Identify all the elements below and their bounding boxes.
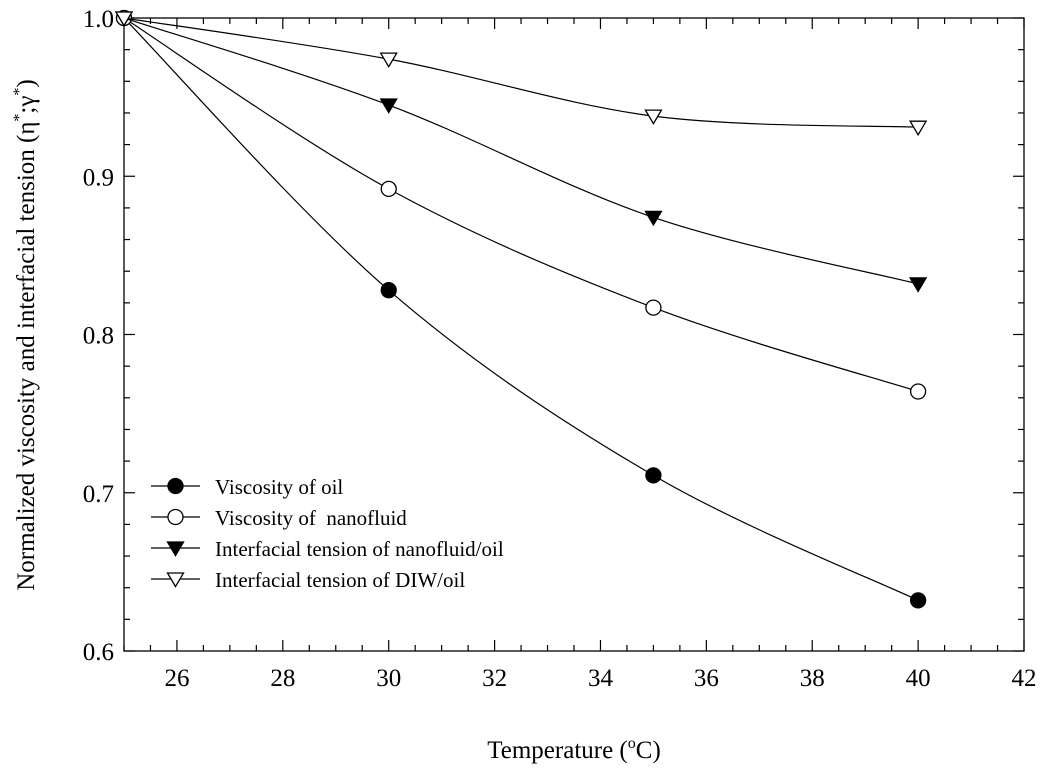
- data-point: [380, 282, 397, 299]
- y-tick-label: 1.0: [83, 6, 114, 33]
- data-point: [909, 592, 927, 609]
- data-point: [908, 277, 928, 293]
- legend-marker: [166, 572, 185, 588]
- legend-marker: [167, 508, 184, 526]
- x-axis-label-superscript: o: [628, 735, 636, 752]
- data-point: [114, 11, 134, 27]
- data-point: [644, 109, 663, 125]
- y-tick-label: 0.8: [83, 323, 114, 350]
- series-line: [123, 17, 919, 128]
- legend-label: Interfacial tension of nanofluid/oil: [215, 537, 504, 561]
- legend: Viscosity of oil Viscosity of nanofluid In…: [151, 475, 504, 592]
- data-point: [644, 210, 663, 227]
- series-line: [123, 17, 919, 285]
- data-point: [909, 383, 927, 400]
- legend-label: Viscosity of oil: [215, 475, 343, 499]
- data-point: [379, 98, 398, 114]
- y-axis-label-star1: *: [11, 114, 28, 122]
- y-axis-label: Normalized viscosity and interfacial ten…: [11, 79, 40, 591]
- y-axis-label-eta: η: [13, 122, 40, 135]
- x-tick-label: 26: [164, 665, 189, 692]
- x-tick-label: 28: [270, 665, 295, 692]
- y-axis-label-sep: ;: [13, 107, 40, 114]
- x-tick-label: 34: [588, 665, 614, 692]
- data-point: [645, 467, 662, 484]
- x-tick-label: 42: [1012, 665, 1037, 692]
- data-point: [908, 120, 928, 137]
- x-axis-label: Temperature (oC): [487, 735, 661, 764]
- y-axis-label-main: Normalized viscosity and interfacial ten…: [13, 135, 40, 591]
- x-tick-label: 32: [482, 665, 507, 692]
- x-axis-label-main: Temperature (: [487, 737, 628, 764]
- legend-label: Interfacial tension of DIW/oil: [215, 568, 465, 592]
- x-tick-label: 36: [694, 665, 719, 692]
- x-tick-label: 38: [800, 665, 825, 692]
- x-tick-label: 30: [376, 665, 401, 692]
- y-axis-label-gamma: γ: [13, 96, 40, 108]
- plot-area: 26 28 30 32 34 36 38 40 42 0.6 0.7 0.8 0.9 1.0: [83, 6, 1037, 692]
- y-axis-label-end: ): [13, 79, 40, 87]
- y-tick-label: 0.7: [83, 481, 114, 508]
- legend-label: Viscosity of nanofluid: [215, 506, 407, 530]
- y-tick-label: 0.6: [83, 639, 114, 666]
- data-point: [380, 180, 397, 198]
- series-line: [123, 17, 919, 601]
- legend-marker: [166, 541, 185, 557]
- data-point: [379, 52, 398, 69]
- legend-marker: [167, 477, 184, 495]
- y-tick-label: 0.9: [83, 164, 114, 191]
- x-tick-label: 40: [906, 665, 931, 692]
- series-line: [123, 17, 919, 393]
- data-point: [645, 299, 662, 316]
- y-axis-label-star2: *: [11, 88, 28, 96]
- x-axis-label-end: C): [636, 737, 661, 764]
